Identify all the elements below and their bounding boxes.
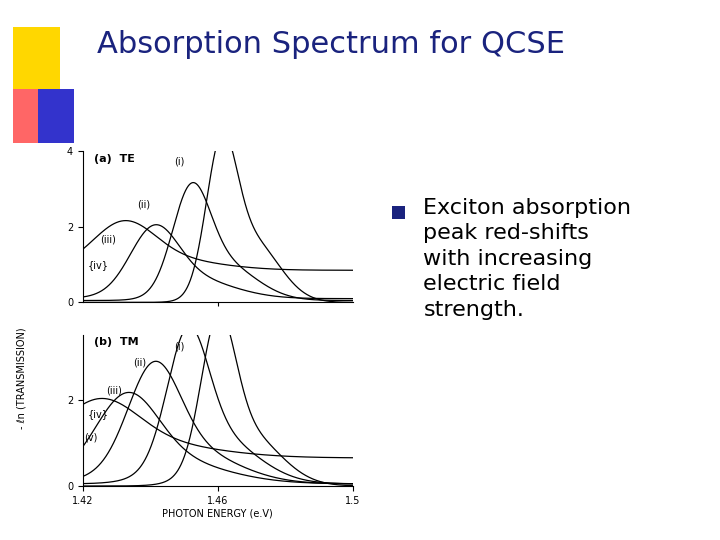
Text: (iii): (iii) bbox=[99, 235, 115, 245]
Text: (iii): (iii) bbox=[107, 385, 122, 395]
Text: (a)  TE: (a) TE bbox=[94, 154, 135, 164]
Text: {iv}: {iv} bbox=[88, 409, 109, 419]
Text: (b)  TM: (b) TM bbox=[94, 338, 138, 347]
Text: (ii): (ii) bbox=[133, 358, 147, 368]
X-axis label: PHOTON ENERGY (e.V): PHOTON ENERGY (e.V) bbox=[163, 509, 273, 518]
Text: (i): (i) bbox=[174, 342, 184, 352]
Text: Exciton absorption
peak red-shifts
with increasing
electric field
strength.: Exciton absorption peak red-shifts with … bbox=[423, 198, 631, 320]
Text: Absorption Spectrum for QCSE: Absorption Spectrum for QCSE bbox=[97, 30, 565, 59]
Text: - ℓn (TRANSMISSION): - ℓn (TRANSMISSION) bbox=[17, 327, 27, 429]
Text: (i): (i) bbox=[174, 157, 184, 166]
Text: (ii): (ii) bbox=[137, 200, 150, 210]
Text: {iv}: {iv} bbox=[88, 260, 109, 271]
Text: (v): (v) bbox=[84, 433, 98, 443]
